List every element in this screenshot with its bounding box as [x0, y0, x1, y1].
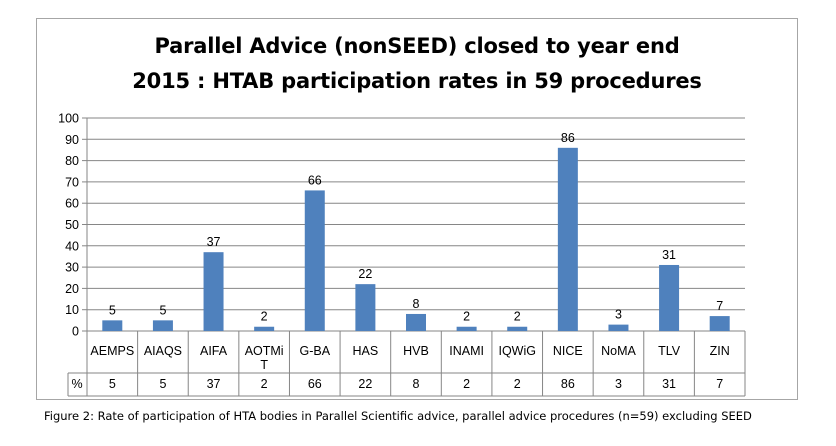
data-label: 5	[159, 303, 166, 317]
bar-tlv	[659, 264, 680, 331]
data-label: 2	[514, 310, 521, 324]
data-label: 2	[261, 310, 268, 324]
y-tick-label: 80	[65, 154, 79, 168]
bar-hvb	[406, 313, 426, 331]
figure-caption: Figure 2: Rate of participation of HTA b…	[44, 409, 752, 423]
bar-aotmit	[254, 326, 275, 331]
bar-g-ba	[304, 190, 325, 331]
y-tick-label: 100	[58, 112, 79, 126]
table-value: 31	[662, 377, 676, 391]
bar-inami	[456, 326, 477, 331]
data-label: 2	[463, 310, 470, 324]
bar-zin	[709, 316, 730, 331]
y-tick-label: 10	[65, 303, 79, 317]
category-label: AEMPS	[90, 344, 134, 358]
category-label: AIFA	[200, 344, 228, 358]
table-value: 7	[716, 377, 723, 391]
table-value: 2	[463, 377, 470, 391]
table-value: 86	[561, 377, 575, 391]
table-row-label: %	[71, 377, 82, 391]
table-value: 37	[207, 377, 221, 391]
y-tick-label: 90	[65, 133, 79, 147]
category-label: NICE	[553, 344, 583, 358]
category-label: HVB	[403, 344, 429, 358]
data-label: 3	[615, 308, 622, 322]
data-label: 86	[561, 131, 575, 145]
data-label: 5	[109, 303, 116, 317]
table-value: 5	[109, 377, 116, 391]
bar-aiaqs	[152, 320, 173, 331]
data-label: 22	[358, 267, 372, 281]
chart-title-line-2: 2015 : HTAB participation rates in 59 pr…	[132, 69, 702, 93]
y-tick-label: 30	[65, 261, 79, 275]
table-value: 22	[358, 377, 372, 391]
table-value: 5	[159, 377, 166, 391]
data-label: 37	[207, 235, 221, 249]
y-tick-label: 70	[65, 175, 79, 189]
category-label: T	[260, 358, 268, 372]
category-label: AIAQS	[144, 344, 182, 358]
category-label: G-BA	[299, 344, 330, 358]
y-tick-label: 0	[72, 325, 79, 339]
category-label: TLV	[658, 344, 681, 358]
y-tick-label: 50	[65, 218, 79, 232]
y-tick-label: 40	[65, 239, 79, 253]
data-label: 31	[662, 248, 676, 262]
table-value: 2	[514, 377, 521, 391]
data-label: 8	[413, 297, 420, 311]
table-value: 3	[615, 377, 622, 391]
category-label: HAS	[353, 344, 379, 358]
y-tick-label: 60	[65, 197, 79, 211]
bar-nice	[557, 147, 578, 331]
bar-iqwig	[507, 326, 528, 331]
category-label: AOTMi	[245, 344, 284, 358]
bar-noma	[608, 324, 629, 331]
category-label: ZIN	[710, 344, 730, 358]
bar-aifa	[203, 252, 224, 331]
data-label: 66	[308, 173, 322, 187]
chart-title-line-1: Parallel Advice (nonSEED) closed to year…	[154, 34, 680, 58]
bar-aemps	[102, 320, 123, 331]
category-label: IQWiG	[498, 344, 536, 358]
chart-frame	[36, 18, 798, 400]
table-value: 66	[308, 377, 322, 391]
table-value: 8	[413, 377, 420, 391]
bar-has	[355, 284, 376, 331]
category-label: NoMA	[601, 344, 636, 358]
data-label: 7	[716, 299, 723, 313]
y-tick-label: 20	[65, 282, 79, 296]
category-label: INAMI	[449, 344, 484, 358]
table-value: 2	[261, 377, 268, 391]
